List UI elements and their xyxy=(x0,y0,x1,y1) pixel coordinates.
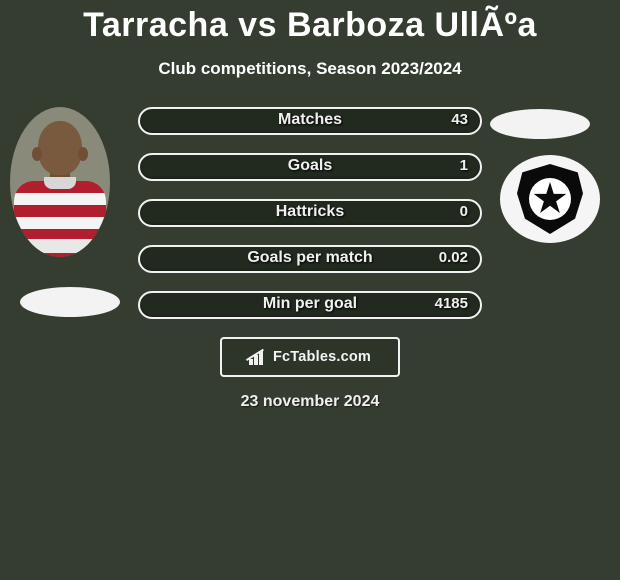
stat-right-value: 0 xyxy=(460,203,468,220)
stat-label: Goals xyxy=(140,157,480,175)
stat-right-value: 0.02 xyxy=(439,249,468,266)
player-ear xyxy=(78,147,88,161)
stat-label: Goals per match xyxy=(140,249,480,267)
player-right-photo-placeholder xyxy=(490,109,590,139)
stat-row-goals: Goals 1 xyxy=(138,153,482,181)
stat-right-value: 43 xyxy=(451,111,468,128)
jersey-collar xyxy=(44,177,76,189)
page-title: Tarracha vs Barboza UllÃºa xyxy=(0,6,620,45)
brand-text: FcTables.com xyxy=(273,349,371,365)
stat-row-min-per-goal: Min per goal 4185 xyxy=(138,291,482,319)
stat-right-value: 1 xyxy=(460,157,468,174)
player-head xyxy=(38,121,82,175)
stat-right-value: 4185 xyxy=(435,295,468,312)
player-right-club-badge xyxy=(500,155,600,243)
brand-box[interactable]: FcTables.com xyxy=(220,337,400,377)
stat-label: Matches xyxy=(140,111,480,129)
page-subtitle: Club competitions, Season 2023/2024 xyxy=(0,59,620,79)
player-ear xyxy=(32,147,42,161)
stat-row-matches: Matches 43 xyxy=(138,107,482,135)
jersey-sponsor-band xyxy=(16,239,104,253)
player-left-photo xyxy=(10,107,110,257)
stat-row-goals-per-match: Goals per match 0.02 xyxy=(138,245,482,273)
shield-icon xyxy=(517,164,583,234)
stat-label: Hattricks xyxy=(140,203,480,221)
stats-list: Matches 43 Goals 1 Hattricks 0 Goals per… xyxy=(138,107,482,337)
comparison-card: Tarracha vs Barboza UllÃºa Club competit… xyxy=(0,0,620,79)
shield-inner-circle xyxy=(529,178,571,220)
footer-date: 23 november 2024 xyxy=(0,393,620,411)
stat-label: Min per goal xyxy=(140,295,480,313)
player-left-club-placeholder xyxy=(20,287,120,317)
star-icon xyxy=(533,182,567,216)
bar-chart-icon xyxy=(249,349,269,365)
stat-row-hattricks: Hattricks 0 xyxy=(138,199,482,227)
